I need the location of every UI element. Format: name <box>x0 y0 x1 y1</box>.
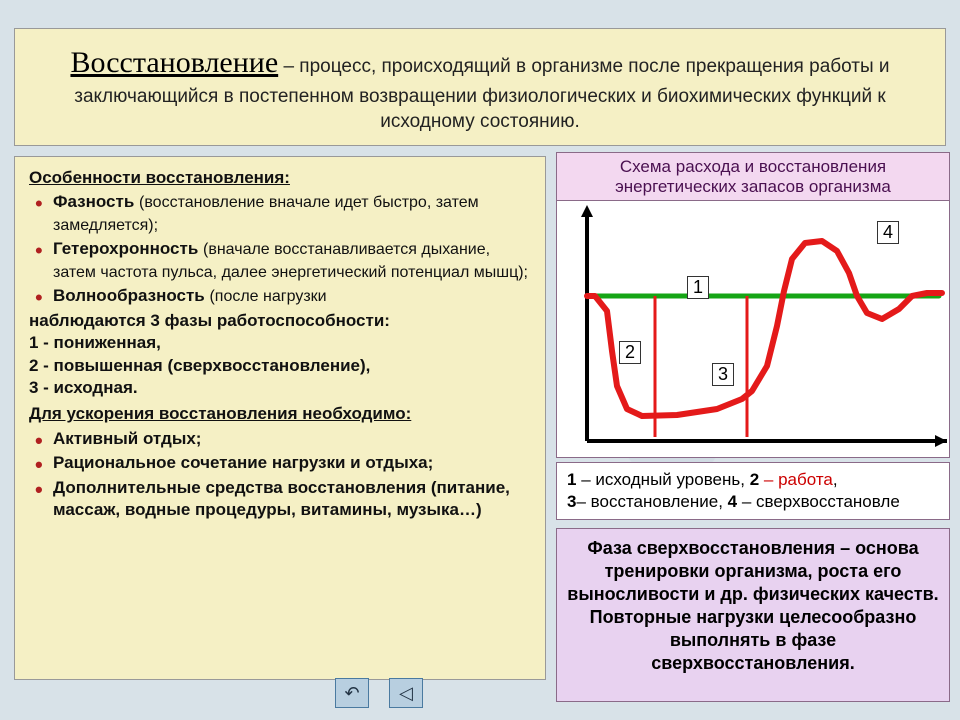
legend-num: 2 <box>750 470 759 489</box>
note-box: Фаза сверхвосстановления – основа тренир… <box>556 528 950 702</box>
list-item: Гетерохронность (вначале восстанавливает… <box>29 238 537 283</box>
accel-heading: Для ускорения восстановления необходимо: <box>29 403 537 425</box>
phase-line: 2 - повышенная (сверхвосстановление), <box>29 355 537 377</box>
nav-prev-button[interactable]: ◁ <box>389 678 423 708</box>
chart-title: Схема расхода и восстановления энергетич… <box>556 152 950 203</box>
legend-text: – восстановление, <box>576 492 727 511</box>
legend-num: 4 <box>728 492 737 511</box>
chart-label-3: 3 <box>712 363 734 386</box>
chart-label-2: 2 <box>619 341 641 364</box>
main-title: Восстановление <box>70 46 278 79</box>
accel-list: Активный отдых; Рациональное сочетание н… <box>29 428 537 522</box>
features-list: Фазность (восстановление вначале идет бы… <box>29 191 537 307</box>
list-item: Волнообразность (после нагрузки <box>29 285 537 307</box>
phase-line: 3 - исходная. <box>29 377 537 399</box>
chart-label-1: 1 <box>687 276 709 299</box>
nav-buttons: ↶ ◁ <box>335 678 423 708</box>
list-item: Рациональное сочетание нагрузки и отдыха… <box>29 452 537 474</box>
chart-legend: 1 – исходный уровень, 2 – работа, 3– вос… <box>556 462 950 520</box>
phases-intro: наблюдаются 3 фазы работоспособности: <box>29 310 537 332</box>
list-item: Дополнительные средства восстановления (… <box>29 477 537 522</box>
nav-back-button[interactable]: ↶ <box>335 678 369 708</box>
phase-line: 1 - пониженная, <box>29 332 537 354</box>
chart-label-4: 4 <box>877 221 899 244</box>
list-item: Активный отдых; <box>29 428 537 450</box>
legend-text: – работа <box>759 470 833 489</box>
header-block: Восстановление – процесс, происходящий в… <box>14 28 946 146</box>
legend-text: – сверхвосстановле <box>737 492 900 511</box>
features-heading: Особенности восстановления: <box>29 167 537 189</box>
features-panel: Особенности восстановления: Фазность (во… <box>14 156 546 680</box>
legend-text: – исходный уровень, <box>576 470 749 489</box>
energy-chart: 1 2 3 4 <box>556 200 950 458</box>
list-item: Фазность (восстановление вначале идет бы… <box>29 191 537 236</box>
